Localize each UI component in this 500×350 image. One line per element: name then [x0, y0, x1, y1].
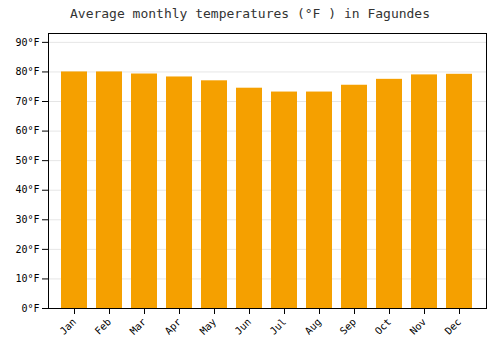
svg-text:Jan: Jan	[58, 316, 79, 337]
svg-text:20°F: 20°F	[15, 244, 39, 255]
svg-text:Aug: Aug	[303, 316, 324, 337]
svg-text:Nov: Nov	[408, 316, 429, 337]
svg-text:40°F: 40°F	[15, 184, 39, 195]
svg-text:60°F: 60°F	[15, 125, 39, 136]
svg-text:Jul: Jul	[268, 316, 289, 337]
html-text:Average monthly temperatures (: Average monthly temperatures (°F ) in Fa…	[70, 6, 430, 21]
svg-text:90°F: 90°F	[15, 37, 39, 48]
svg-text:10°F: 10°F	[15, 273, 39, 284]
svg-text:Jun: Jun	[233, 316, 254, 337]
svg-text:70°F: 70°F	[15, 96, 39, 107]
svg-text:30°F: 30°F	[15, 214, 39, 225]
svg-text:Apr: Apr	[163, 316, 184, 337]
svg-text:0°F: 0°F	[21, 303, 39, 314]
svg-text:80°F: 80°F	[15, 66, 39, 77]
svg-text:Oct: Oct	[373, 316, 394, 337]
svg-text:Dec: Dec	[443, 316, 464, 337]
svg-text:Feb: Feb	[93, 316, 114, 337]
svg-text:Sep: Sep	[338, 316, 359, 337]
svg-text:May: May	[198, 316, 219, 337]
svg-text:Mar: Mar	[128, 316, 149, 337]
svg-text:50°F: 50°F	[15, 155, 39, 166]
